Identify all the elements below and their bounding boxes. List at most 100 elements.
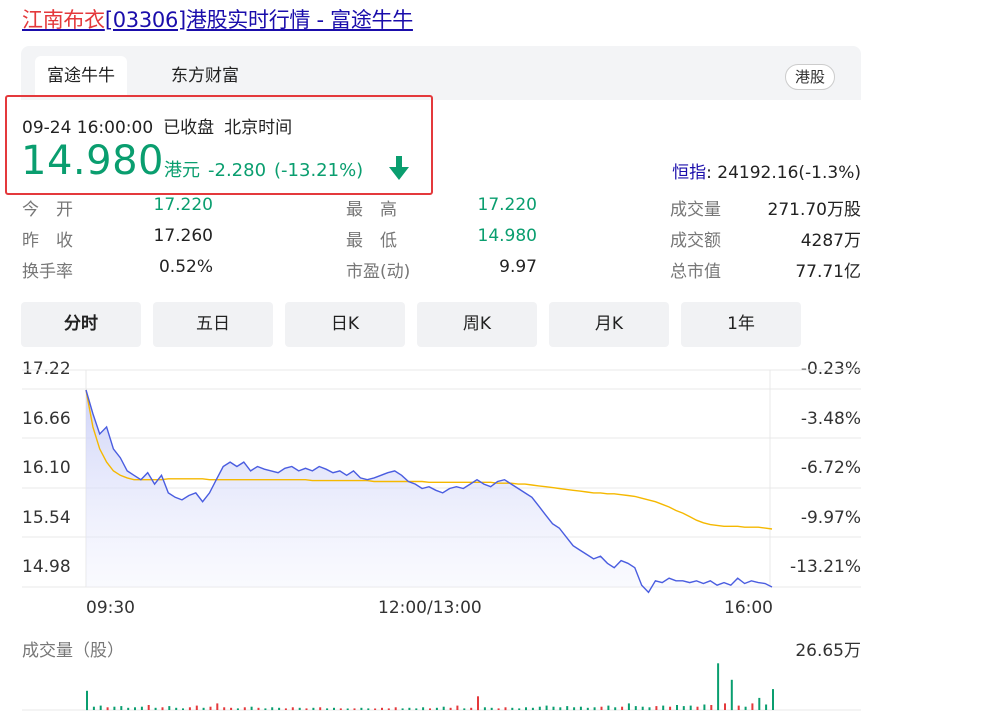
volume-bar — [648, 707, 651, 711]
volume-bar — [202, 707, 205, 710]
volume-bar — [182, 708, 184, 710]
volume-bar — [449, 707, 452, 710]
tab-eastmoney[interactable]: 东方财富 — [171, 66, 239, 86]
page-title-link[interactable]: 江南布衣[03306]港股实时行情 - 富途牛牛 — [22, 4, 413, 34]
y-left-tick: 14.98 — [22, 557, 71, 577]
volume-bar — [682, 706, 685, 710]
volume-bar — [147, 705, 150, 710]
stat-label-amount: 成交额 — [670, 231, 721, 251]
y-left-tick: 16.10 — [22, 458, 71, 478]
volume-bar — [374, 708, 377, 710]
volume-bar — [662, 705, 665, 710]
volume-bar — [291, 707, 294, 711]
quote-timestamp-row: 09-24 16:00:00 已收盘 北京时间 — [22, 113, 302, 138]
volume-bar — [408, 707, 411, 710]
volume-bar — [545, 705, 548, 710]
volume-bar — [593, 707, 596, 711]
volume-bar — [765, 704, 768, 710]
y-left-tick: 15.54 — [22, 508, 71, 528]
stat-value-pe: 9.97 — [499, 257, 537, 277]
y-right-tick: -3.48% — [800, 409, 861, 429]
x-tick: 12:00/13:00 — [378, 598, 482, 618]
volume-bar — [518, 708, 521, 710]
volume-bar — [319, 707, 322, 711]
period-button-monthly[interactable]: 月K — [549, 302, 669, 347]
stat-value-high: 17.220 — [477, 195, 537, 215]
volume-bar — [230, 707, 233, 710]
x-tick: 09:30 — [86, 598, 135, 618]
period-button-weekly[interactable]: 周K — [417, 302, 537, 347]
source-tab-bar: 富途牛牛 东方财富 港股 — [21, 46, 861, 100]
stat-label-open: 今 开 — [22, 200, 73, 220]
current-price: 14.980 — [21, 138, 164, 184]
volume-bar — [435, 707, 438, 710]
stat-label-prev-close: 昨 收 — [22, 231, 73, 251]
period-button-daily[interactable]: 日K — [285, 302, 405, 347]
volume-bar — [641, 706, 644, 710]
volume-bar — [346, 708, 349, 710]
volume-bar — [333, 707, 335, 710]
volume-bar — [676, 705, 678, 710]
price-line — [85, 389, 773, 594]
timezone-label: 北京时间 — [224, 118, 293, 138]
change-amount: -2.280 — [208, 160, 267, 181]
volume-bar — [387, 708, 390, 710]
volume-bar — [717, 663, 720, 711]
volume-bar — [490, 707, 493, 710]
volume-bar — [86, 690, 88, 711]
market-status: 已收盘 — [163, 118, 215, 138]
volume-bar — [134, 707, 136, 711]
stat-value-market-cap: 77.71亿 — [795, 262, 861, 282]
volume-bar — [559, 707, 562, 711]
volume-bar — [497, 708, 500, 710]
stat-label-low: 最 低 — [346, 231, 397, 251]
change-percent: (-13.21%) — [274, 160, 364, 181]
volume-bar — [154, 707, 157, 710]
volume-bar — [106, 707, 109, 711]
volume-bar — [127, 707, 130, 710]
volume-bar — [531, 707, 534, 710]
volume-bar — [271, 707, 274, 711]
volume-bar — [120, 706, 123, 710]
volume-bar — [175, 707, 178, 710]
volume-bar — [463, 708, 466, 710]
title-rest: [03306]港股实时行情 - 富途牛牛 — [104, 8, 413, 32]
volume-bar — [737, 705, 740, 710]
volume-bar — [195, 705, 198, 710]
volume-bar — [730, 679, 733, 711]
volume-bar — [429, 708, 431, 710]
volume-bar — [607, 705, 610, 710]
stat-label-market-cap: 总市值 — [670, 262, 721, 282]
market-badge[interactable]: 港股 — [784, 64, 835, 90]
y-right-tick: -9.97% — [800, 508, 861, 528]
volume-bar — [243, 707, 246, 711]
period-button-1year[interactable]: 1年 — [681, 302, 801, 347]
volume-bar — [161, 707, 164, 711]
volume-bar — [394, 707, 397, 711]
y-right-tick: -6.72% — [800, 458, 861, 478]
volume-bar — [483, 707, 486, 711]
volume-bar — [552, 706, 555, 710]
volume-bar — [470, 707, 473, 710]
period-button-intraday[interactable]: 分时 — [21, 302, 141, 347]
volume-bar — [456, 705, 459, 710]
volume-bar — [257, 707, 260, 710]
volume-bar — [113, 706, 116, 710]
volume-bar — [367, 708, 370, 710]
volume-bar — [634, 706, 637, 710]
price-change-row: 港元 -2.280 (-13.21%) — [164, 156, 371, 182]
period-button-5day[interactable]: 五日 — [153, 302, 273, 347]
hang-seng-index[interactable]: 恒指: 24192.16(-1.3%) — [672, 158, 861, 183]
volume-bar — [188, 707, 191, 711]
stat-value-amount: 4287万 — [800, 231, 861, 251]
volume-bar — [326, 708, 329, 710]
price-area — [86, 390, 772, 593]
volume-bar — [504, 707, 507, 711]
volume-bar — [236, 708, 239, 710]
volume-label: 成交量（股） — [22, 641, 124, 661]
volume-bar — [312, 707, 315, 710]
stock-name: 江南布衣 — [22, 8, 105, 32]
tab-futu[interactable]: 富途牛牛 — [35, 56, 127, 96]
quote-time: 09-24 16:00:00 — [22, 118, 154, 138]
